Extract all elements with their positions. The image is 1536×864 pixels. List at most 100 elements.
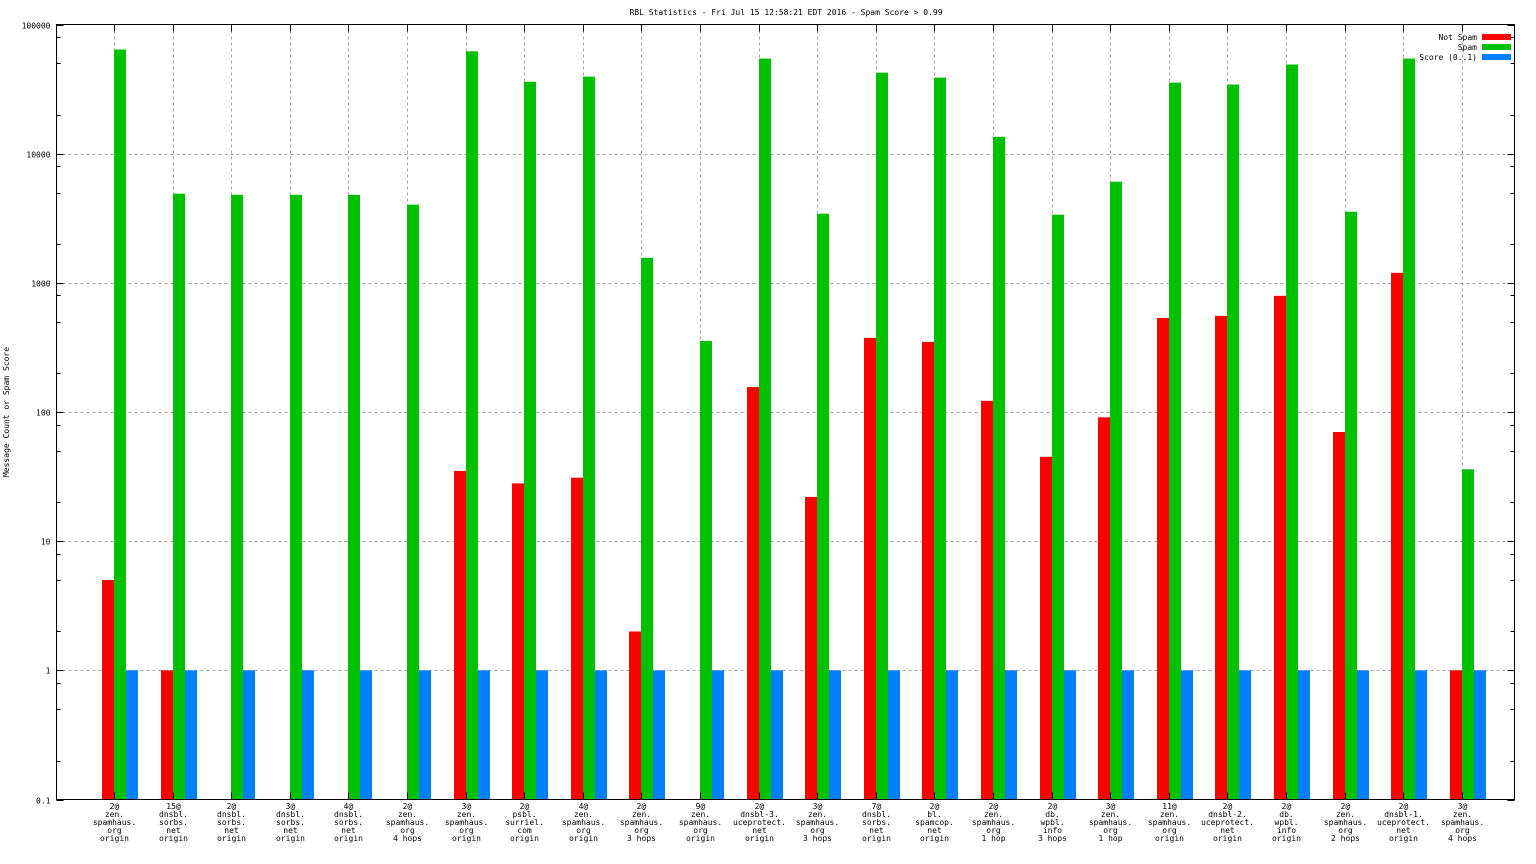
x-tick-label: wpbl. [1274, 818, 1298, 827]
legend-label: Score (0..1) [1419, 53, 1477, 62]
x-tick-label: origin [862, 834, 891, 843]
x-tick-label: 7@ [872, 802, 882, 811]
x-tick-label: org [693, 826, 708, 835]
x-tick-label: zen. [984, 810, 1003, 819]
y-axis-ticks: 100000 10000 1000 100 10 1 0.1 [22, 22, 1515, 806]
x-tick-label: 2 hops [1331, 834, 1360, 843]
legend-swatch [1482, 54, 1511, 60]
x-tick-label: spamhaus. [620, 818, 663, 827]
bar-spam [583, 76, 595, 800]
y-tick-label: 1 [46, 667, 51, 676]
x-tick-label: net [1220, 826, 1235, 835]
bar-spam [817, 213, 829, 800]
x-tick-label: 1 hop [1098, 834, 1122, 843]
bar-score [946, 670, 958, 800]
x-tick-label: org [1162, 826, 1177, 835]
bar-score [1415, 670, 1427, 800]
bar-not-spam [512, 483, 524, 800]
bar-score [771, 670, 783, 800]
x-tick-label: dnsbl-2. [1208, 810, 1247, 819]
x-tick-label: zen. [1453, 810, 1472, 819]
x-tick-label: dnsbl-1. [1384, 810, 1423, 819]
x-tick-label: 4@ [344, 802, 354, 811]
x-tick-label: 11@ [1162, 802, 1177, 811]
x-tick-label: org [400, 826, 415, 835]
x-tick-label: zen. [1160, 810, 1179, 819]
x-tick-label: 3 hops [803, 834, 832, 843]
x-tick-label: origin [510, 834, 539, 843]
x-tick-label: org [1455, 826, 1470, 835]
x-tick-label: spamhaus. [972, 818, 1015, 827]
x-tick-label: origin [159, 834, 188, 843]
y-tick-label: 10000 [26, 151, 50, 160]
legend-swatch [1482, 34, 1511, 40]
bar-score [126, 670, 138, 800]
x-tick-label: dnsbl. [334, 810, 363, 819]
bar-spam [290, 194, 302, 800]
x-axis-ticks: 2@zen.spamhaus.orgorigin15@dnsbl.sorbs.n… [93, 24, 1484, 843]
x-tick-label: origin [1155, 834, 1184, 843]
bar-score [1474, 670, 1486, 800]
x-tick-label: 15@ [166, 802, 181, 811]
bar-not-spam [747, 387, 759, 800]
x-tick-label: dnsbl. [862, 810, 891, 819]
bar-spam [1110, 181, 1122, 800]
x-tick-label: dnsbl-3. [740, 810, 779, 819]
x-tick-label: zen. [105, 810, 124, 819]
bar-not-spam [161, 670, 173, 800]
y-axis-label: Message Count or Spam Score [2, 347, 11, 477]
x-tick-label: info [1277, 826, 1296, 835]
x-tick-label: net [166, 826, 181, 835]
bar-not-spam [1040, 456, 1052, 800]
bar-spam [1286, 64, 1298, 800]
x-tick-label: sorbs. [276, 818, 305, 827]
x-tick-label: dnsbl. [217, 810, 246, 819]
bar-spam [524, 81, 536, 800]
x-tick-label: org [1103, 826, 1118, 835]
bar-not-spam [1333, 432, 1345, 800]
x-tick-label: net [283, 826, 298, 835]
x-tick-label: info [1043, 826, 1062, 835]
bar-not-spam [102, 580, 114, 800]
bar-score [1122, 670, 1134, 800]
y-tick-label: 0.1 [36, 797, 51, 806]
bar-spam [1227, 84, 1239, 800]
bar-not-spam [571, 477, 583, 800]
bar-score [478, 670, 490, 800]
x-tick-label: spamhaus. [1324, 818, 1367, 827]
x-tick-label: org [576, 826, 591, 835]
bar-score [419, 670, 431, 800]
x-tick-label: org [107, 826, 122, 835]
x-tick-label: spamhaus. [93, 818, 136, 827]
x-tick-label: wpbl. [1040, 818, 1064, 827]
bars [102, 49, 1486, 800]
x-tick-label: origin [569, 834, 598, 843]
x-tick-label: surriel. [505, 818, 544, 827]
x-tick-label: origin [1272, 834, 1301, 843]
legend-label: Spam [1458, 43, 1477, 52]
bar-spam [231, 194, 243, 800]
x-tick-label: net [869, 826, 884, 835]
bar-not-spam [454, 470, 466, 800]
x-tick-label: org [634, 826, 649, 835]
x-tick-label: zen. [808, 810, 827, 819]
x-tick-label: origin [217, 834, 246, 843]
x-tick-label: spamhaus. [1441, 818, 1484, 827]
plot-frame [56, 24, 1515, 800]
bar-spam [876, 72, 888, 800]
bar-score [360, 670, 372, 800]
x-tick-label: 4 hops [1448, 834, 1477, 843]
x-tick-label: 9@ [696, 802, 706, 811]
x-tick-label: 1 hop [981, 834, 1005, 843]
x-tick-label: db. [1279, 810, 1293, 819]
bar-spam [173, 193, 185, 800]
x-tick-label: dnsbl. [276, 810, 305, 819]
bar-not-spam [1274, 295, 1286, 800]
bar-spam [700, 340, 712, 800]
bar-not-spam [805, 496, 817, 800]
y-tick-label: 1000 [31, 280, 50, 289]
x-tick-label: net [927, 826, 942, 835]
bar-score [185, 670, 197, 800]
x-tick-label: 2@ [1282, 802, 1292, 811]
bar-score [1298, 670, 1310, 800]
